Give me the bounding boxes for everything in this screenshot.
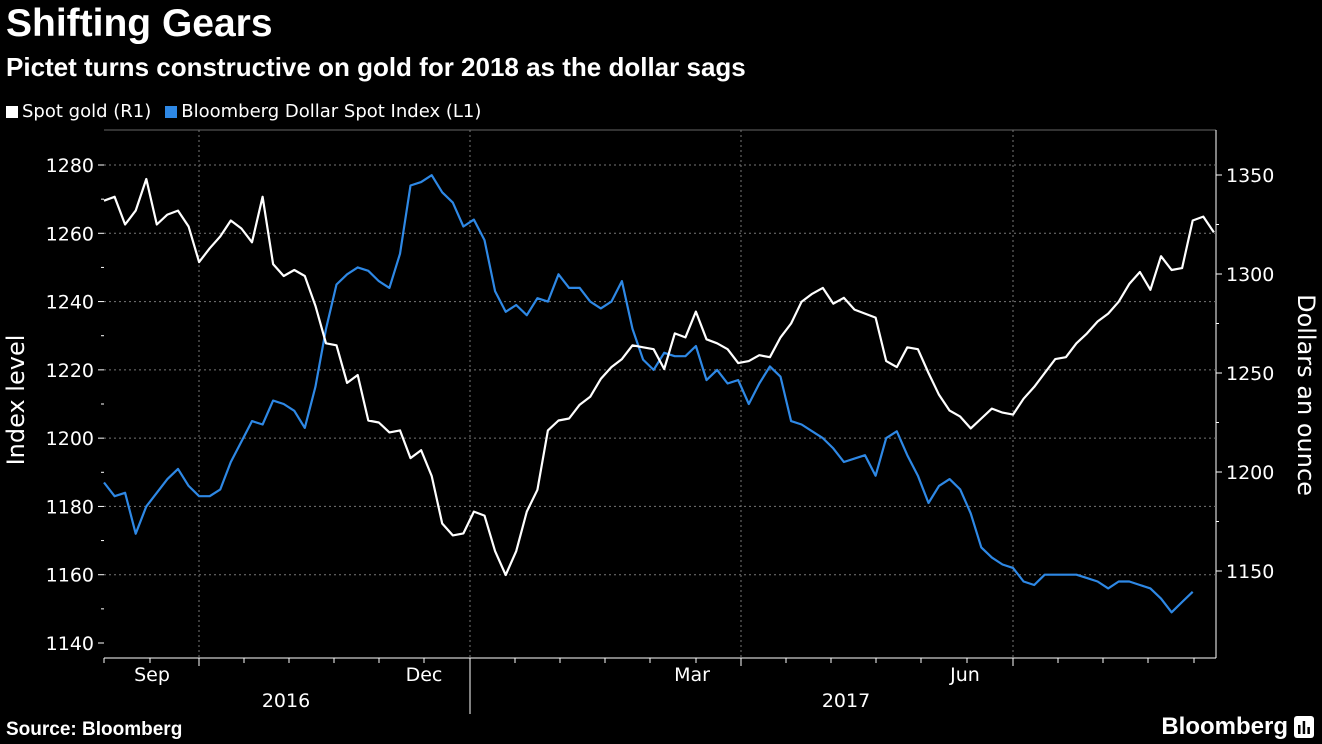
left-tick-label: 1220 — [46, 360, 94, 382]
left-tick-label: 1200 — [46, 428, 94, 450]
left-tick-label: 1260 — [46, 223, 94, 245]
legend-item-gold: Spot gold (R1) — [6, 101, 151, 122]
left-tick-label: 1240 — [46, 292, 94, 314]
series-line-spot-gold — [103, 177, 1215, 577]
legend-label-dollar: Bloomberg Dollar Spot Index (L1) — [181, 101, 482, 122]
x-month-label: Sep — [134, 664, 170, 686]
brand-name: Bloomberg — [1161, 713, 1288, 740]
x-month-label: Mar — [674, 664, 710, 686]
right-tick-label: 1150 — [1226, 561, 1274, 583]
legend-swatch-dollar — [165, 105, 178, 118]
right-axis-title: Dollars an ounce — [1292, 294, 1320, 496]
x-year-label: 2016 — [262, 690, 310, 712]
left-tick-label: 1280 — [46, 155, 94, 177]
series-line-dollar-index — [103, 174, 1194, 614]
right-tick-label: 1250 — [1226, 363, 1274, 385]
right-tick-label: 1200 — [1226, 462, 1274, 484]
chart-subtitle: Pictet turns constructive on gold for 20… — [6, 52, 746, 82]
legend-swatch-gold — [6, 105, 18, 118]
legend: Spot gold (R1) Bloomberg Dollar Spot Ind… — [6, 101, 481, 122]
x-month-label: Dec — [406, 664, 443, 686]
source-note: Source: Bloomberg — [6, 719, 183, 740]
x-month-label: Jun — [949, 664, 980, 686]
right-tick-label: 1300 — [1226, 264, 1274, 286]
bloomberg-terminal-icon — [1294, 716, 1314, 738]
brand-logo: Bloomberg — [1161, 713, 1314, 741]
legend-item-dollar: Bloomberg Dollar Spot Index (L1) — [165, 101, 481, 122]
x-year-label: 2017 — [822, 690, 870, 712]
left-tick-label: 1180 — [46, 496, 94, 518]
chart-title: Shifting Gears — [6, 2, 273, 45]
legend-label-gold: Spot gold (R1) — [22, 101, 152, 122]
left-tick-label: 1140 — [46, 633, 94, 655]
left-axis-title: Index level — [2, 335, 30, 466]
left-tick-label: 1160 — [46, 565, 94, 587]
right-tick-label: 1350 — [1226, 165, 1274, 187]
